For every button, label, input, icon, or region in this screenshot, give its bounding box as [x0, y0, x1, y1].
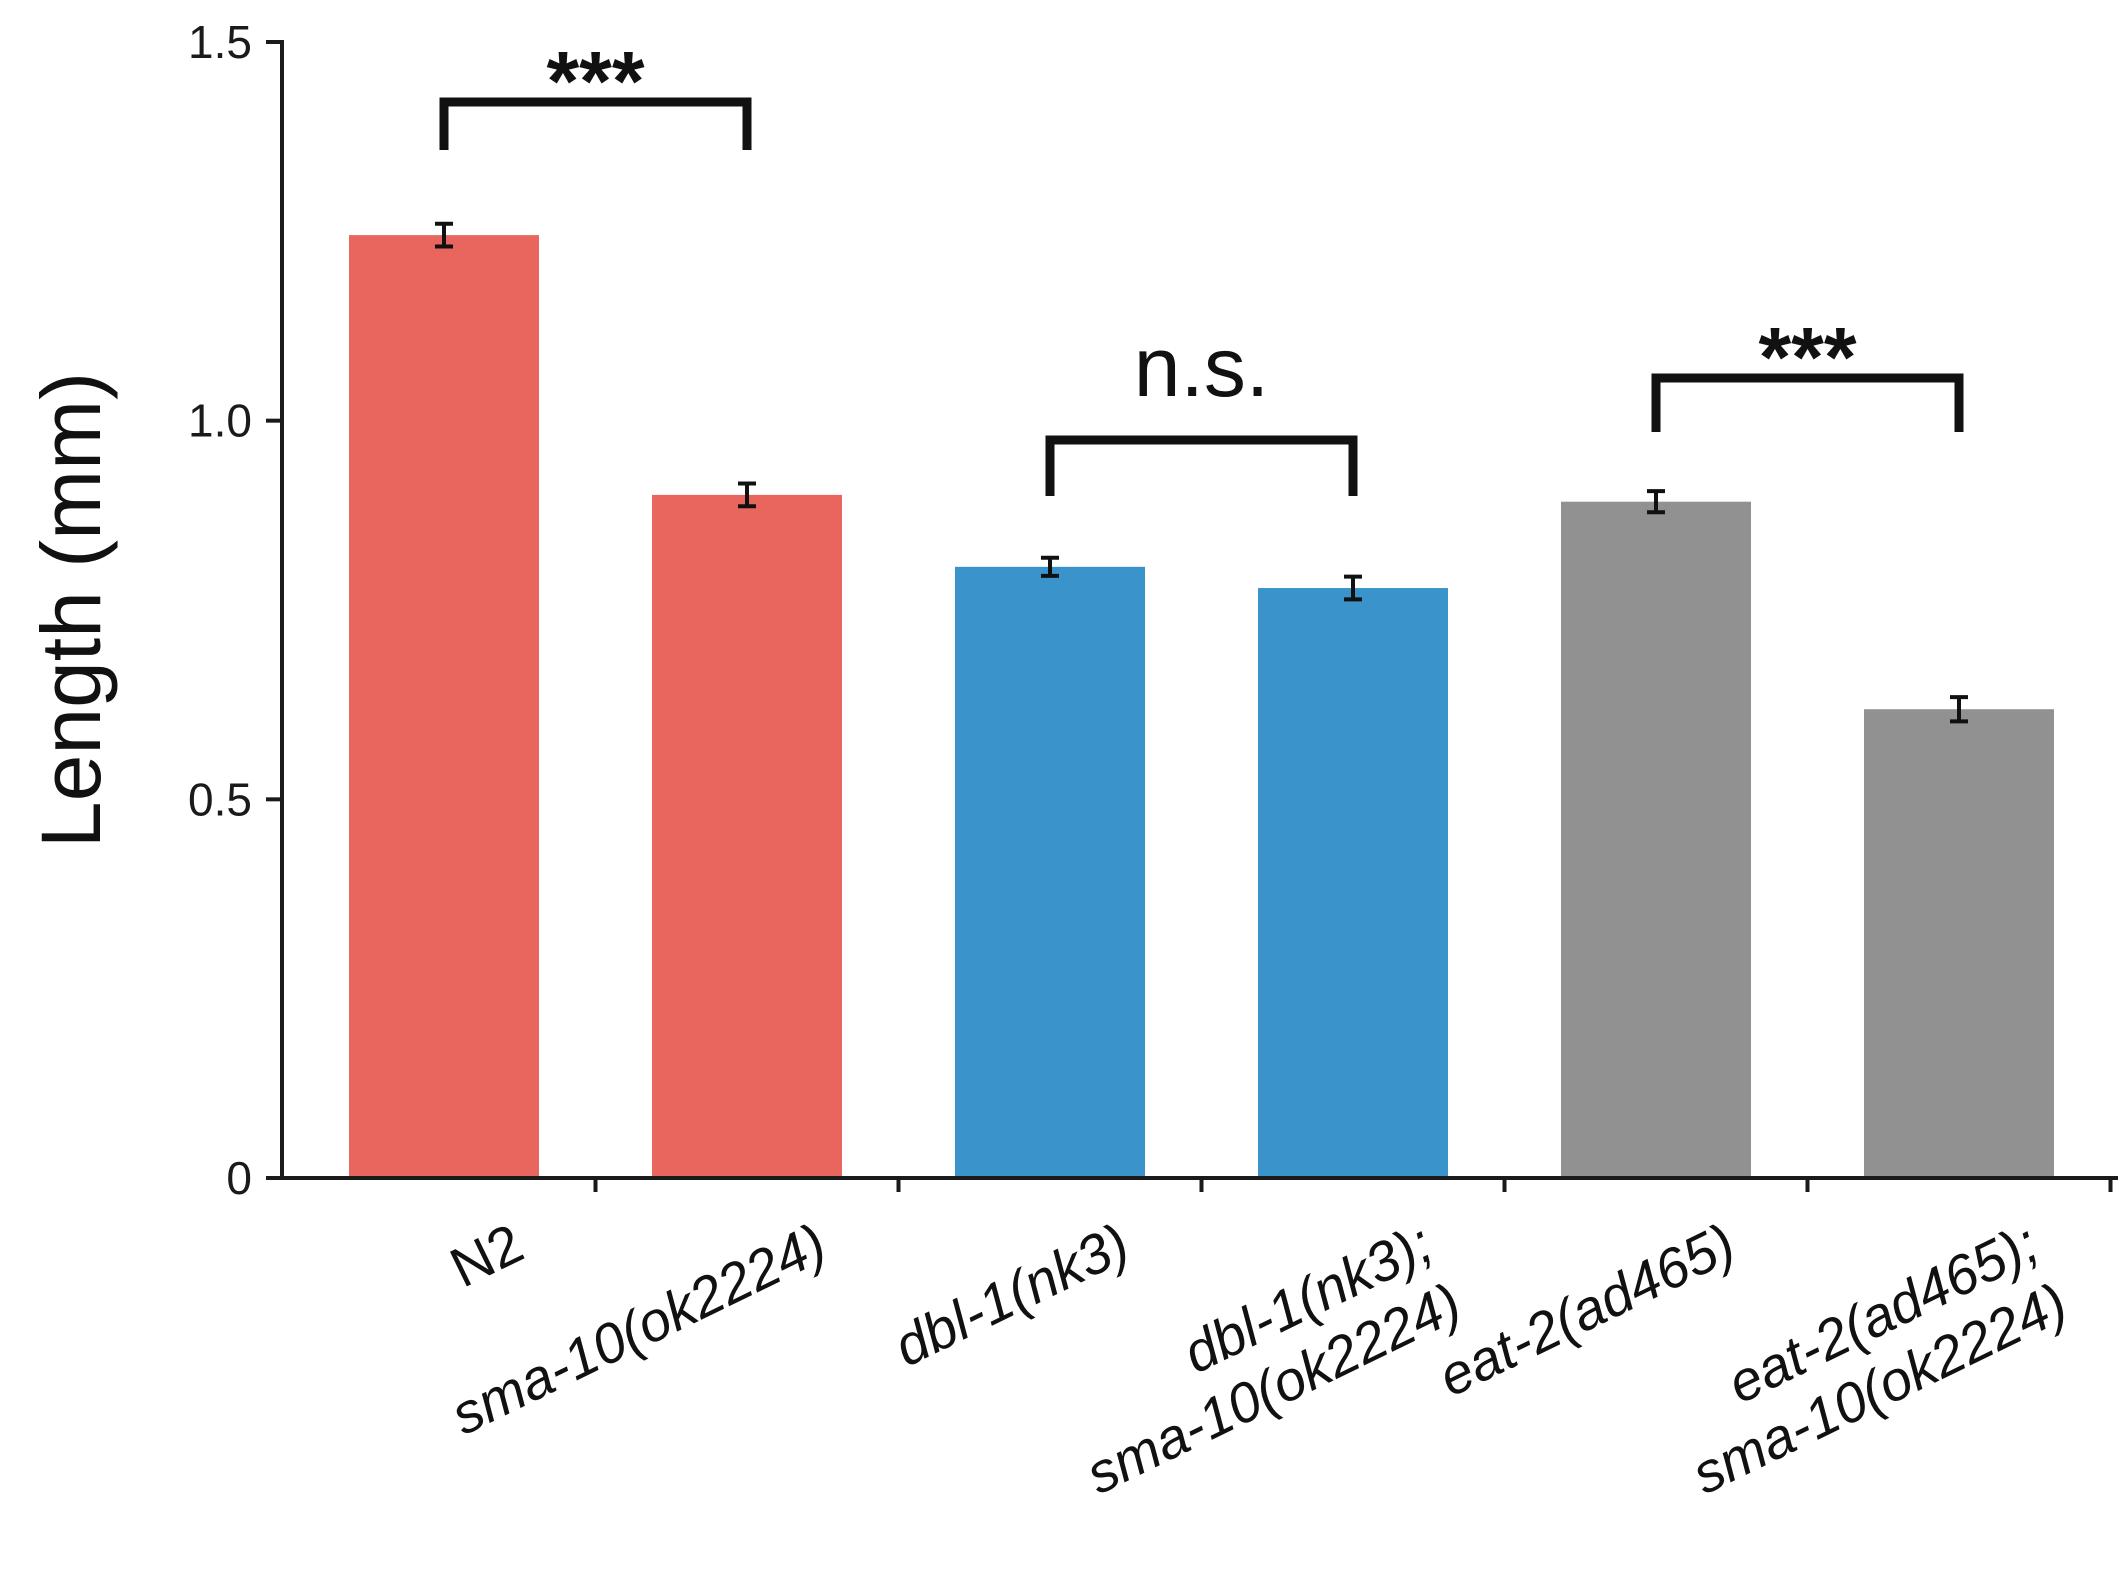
significance-brackets: *** n.s. *** — [439, 34, 1964, 496]
bar — [349, 235, 539, 1178]
significance-label: *** — [1758, 310, 1856, 404]
category-label: eat-2(ad465) — [1429, 1211, 1745, 1408]
category-label-line: dbl-1(nk3) — [884, 1211, 1138, 1378]
bar — [652, 494, 842, 1178]
bar — [1561, 501, 1751, 1179]
y-axis: 0 0.5 1.0 1.5 — [188, 16, 284, 1204]
bar — [1864, 709, 2054, 1178]
y-tick-label: 0 — [226, 1152, 252, 1204]
significance-bracket — [439, 97, 752, 150]
significance-label: n.s. — [1134, 320, 1269, 414]
category-label: dbl-1(nk3) — [884, 1211, 1138, 1378]
bar — [1258, 588, 1448, 1178]
significance-label: *** — [546, 34, 644, 128]
x-axis — [266, 1176, 2118, 1192]
significance-bracket — [1651, 373, 1964, 432]
category-label-line: eat-2(ad465) — [1429, 1211, 1745, 1408]
significance-bracket — [1045, 435, 1358, 496]
bar — [955, 566, 1145, 1178]
y-tick-label: 0.5 — [188, 773, 252, 825]
category-label: N2 — [440, 1211, 532, 1299]
category-label-line: N2 — [440, 1211, 532, 1299]
bars-group — [349, 235, 2054, 1179]
error-bars-group — [435, 221, 1968, 724]
y-tick-label: 1.5 — [188, 16, 252, 68]
y-tick-label: 1.0 — [188, 395, 252, 447]
y-axis-title: Length (mm) — [24, 372, 118, 848]
